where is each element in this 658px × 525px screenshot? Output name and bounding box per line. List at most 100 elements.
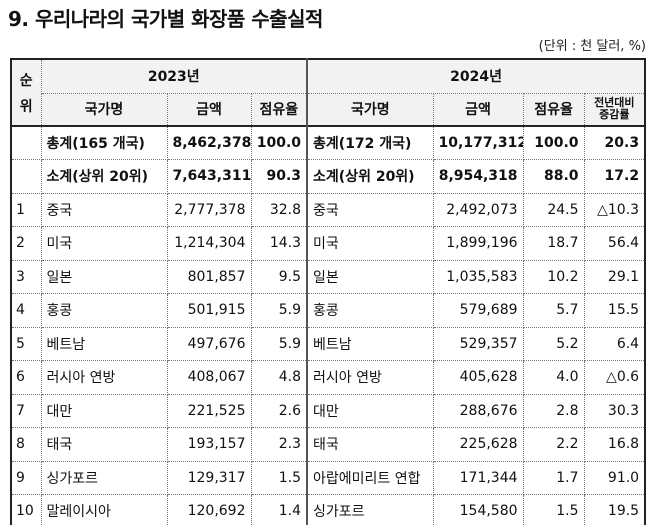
amount-2023: 8,462,378 xyxy=(166,125,252,160)
change-2024: 20.3 xyxy=(583,125,646,160)
year-2023-header: 2023년 xyxy=(40,58,309,94)
country-2023: 일본 xyxy=(40,259,168,294)
change-2024: △0.6 xyxy=(583,360,646,395)
export-table: 순 위 2023년 2024년 국가명 금액 점유율 국가명 금액 점유율 전년… xyxy=(10,58,647,525)
change-2024: 30.3 xyxy=(583,393,646,428)
amount-2023: 1,214,304 xyxy=(166,226,252,261)
change-2024: 16.8 xyxy=(583,427,646,462)
header-row-year: 순 위 2023년 2024년 xyxy=(10,58,646,127)
share-2024: 24.5 xyxy=(522,192,585,227)
total-row: 총계(165 개국) 8,462,378 100.0 총계(172 개국) 10… xyxy=(10,125,646,160)
country-2024: 중국 xyxy=(306,192,434,227)
country-2024: 총계(172 개국) xyxy=(306,125,434,160)
country-2023: 싱가포르 xyxy=(40,460,168,495)
country-2023: 소계(상위 20위) xyxy=(40,159,168,194)
share-2023: 9.5 xyxy=(250,259,309,294)
year-2024-header: 2024년 xyxy=(306,58,646,94)
share-2023: 2.3 xyxy=(250,427,309,462)
amount-2024: 2,492,073 xyxy=(432,192,524,227)
table-row: 10 말레이시아 120,692 1.4 싱가포르 154,580 1.5 19… xyxy=(10,494,646,525)
country-2024: 싱가포르 xyxy=(306,494,434,525)
amount-2024: 1,035,583 xyxy=(432,259,524,294)
col-share-2023: 점유율 xyxy=(250,92,309,127)
col-amount-2024: 금액 xyxy=(432,92,524,127)
amount-2023: 501,915 xyxy=(166,293,252,328)
amount-2023: 7,643,311 xyxy=(166,159,252,194)
amount-2023: 801,857 xyxy=(166,259,252,294)
share-2023: 100.0 xyxy=(250,125,309,160)
amount-2023: 129,317 xyxy=(166,460,252,495)
country-2023: 베트남 xyxy=(40,326,168,361)
amount-2024: 529,357 xyxy=(432,326,524,361)
country-2023: 홍콩 xyxy=(40,293,168,328)
country-2023: 중국 xyxy=(40,192,168,227)
amount-2024: 8,954,318 xyxy=(432,159,524,194)
table-row: 2 미국 1,214,304 14.3 미국 1,899,196 18.7 56… xyxy=(10,226,646,261)
page-title: 9. 우리나라의 국가별 화장품 수출실적 xyxy=(8,7,323,31)
country-2024: 일본 xyxy=(306,259,434,294)
country-2024: 대만 xyxy=(306,393,434,428)
col-share-2024: 점유율 xyxy=(522,92,585,127)
change-2024: △10.3 xyxy=(583,192,646,227)
share-2024: 4.0 xyxy=(522,360,585,395)
col-country-2023: 국가명 xyxy=(40,92,168,127)
country-2024: 러시아 연방 xyxy=(306,360,434,395)
share-2023: 14.3 xyxy=(250,226,309,261)
country-2023: 총계(165 개국) xyxy=(40,125,168,160)
rank-header: 순 위 xyxy=(10,58,42,127)
share-2024: 100.0 xyxy=(522,125,585,160)
share-2023: 4.8 xyxy=(250,360,309,395)
rank-cell: 6 xyxy=(10,360,42,395)
amount-2024: 171,344 xyxy=(432,460,524,495)
rank-cell: 8 xyxy=(10,427,42,462)
share-2024: 5.7 xyxy=(522,293,585,328)
country-2024: 미국 xyxy=(306,226,434,261)
amount-2023: 408,067 xyxy=(166,360,252,395)
rank-cell: 3 xyxy=(10,259,42,294)
share-2024: 88.0 xyxy=(522,159,585,194)
col-country-2024: 국가명 xyxy=(306,92,434,127)
amount-2023: 221,525 xyxy=(166,393,252,428)
share-2024: 1.5 xyxy=(522,494,585,525)
rank-cell: 1 xyxy=(10,192,42,227)
country-2023: 미국 xyxy=(40,226,168,261)
amount-2024: 225,628 xyxy=(432,427,524,462)
share-2023: 32.8 xyxy=(250,192,309,227)
country-2023: 대만 xyxy=(40,393,168,428)
amount-2024: 1,899,196 xyxy=(432,226,524,261)
rank-cell xyxy=(10,125,42,160)
col-amount-2023: 금액 xyxy=(166,92,252,127)
country-2023: 태국 xyxy=(40,427,168,462)
amount-2024: 579,689 xyxy=(432,293,524,328)
amount-2024: 10,177,312 xyxy=(432,125,524,160)
rank-cell: 9 xyxy=(10,460,42,495)
share-2023: 1.4 xyxy=(250,494,309,525)
table-row: 8 태국 193,157 2.3 태국 225,628 2.2 16.8 xyxy=(10,427,646,462)
header-row-columns: 국가명 금액 점유율 국가명 금액 점유율 전년대비 증감률 xyxy=(11,92,646,127)
table-row: 7 대만 221,525 2.6 대만 288,676 2.8 30.3 xyxy=(10,393,646,428)
amount-2023: 2,777,378 xyxy=(166,192,252,227)
amount-2024: 288,676 xyxy=(432,393,524,428)
table-row: 6 러시아 연방 408,067 4.8 러시아 연방 405,628 4.0 … xyxy=(10,360,646,395)
share-2024: 2.2 xyxy=(522,427,585,462)
table-row: 5 베트남 497,676 5.9 베트남 529,357 5.2 6.4 xyxy=(10,326,646,361)
table-row: 3 일본 801,857 9.5 일본 1,035,583 10.2 29.1 xyxy=(10,259,646,294)
change-2024: 56.4 xyxy=(583,226,646,261)
change-2024: 29.1 xyxy=(583,259,646,294)
change-2024: 17.2 xyxy=(583,159,646,194)
share-2024: 18.7 xyxy=(522,226,585,261)
share-2023: 2.6 xyxy=(250,393,309,428)
unit-note: (단위 : 천 달러, %) xyxy=(538,39,646,54)
share-2024: 10.2 xyxy=(522,259,585,294)
change-2024: 91.0 xyxy=(583,460,646,495)
amount-2023: 497,676 xyxy=(166,326,252,361)
table-row: 4 홍콩 501,915 5.9 홍콩 579,689 5.7 15.5 xyxy=(10,293,646,328)
change-2024: 6.4 xyxy=(583,326,646,361)
share-2023: 1.5 xyxy=(250,460,309,495)
country-2024: 베트남 xyxy=(306,326,434,361)
country-2024: 홍콩 xyxy=(306,293,434,328)
rank-cell: 7 xyxy=(10,393,42,428)
table-row: 9 싱가포르 129,317 1.5 아랍에미리트 연합 171,344 1.7… xyxy=(10,460,646,495)
country-2023: 말레이시아 xyxy=(40,494,168,525)
rank-cell: 5 xyxy=(10,326,42,361)
